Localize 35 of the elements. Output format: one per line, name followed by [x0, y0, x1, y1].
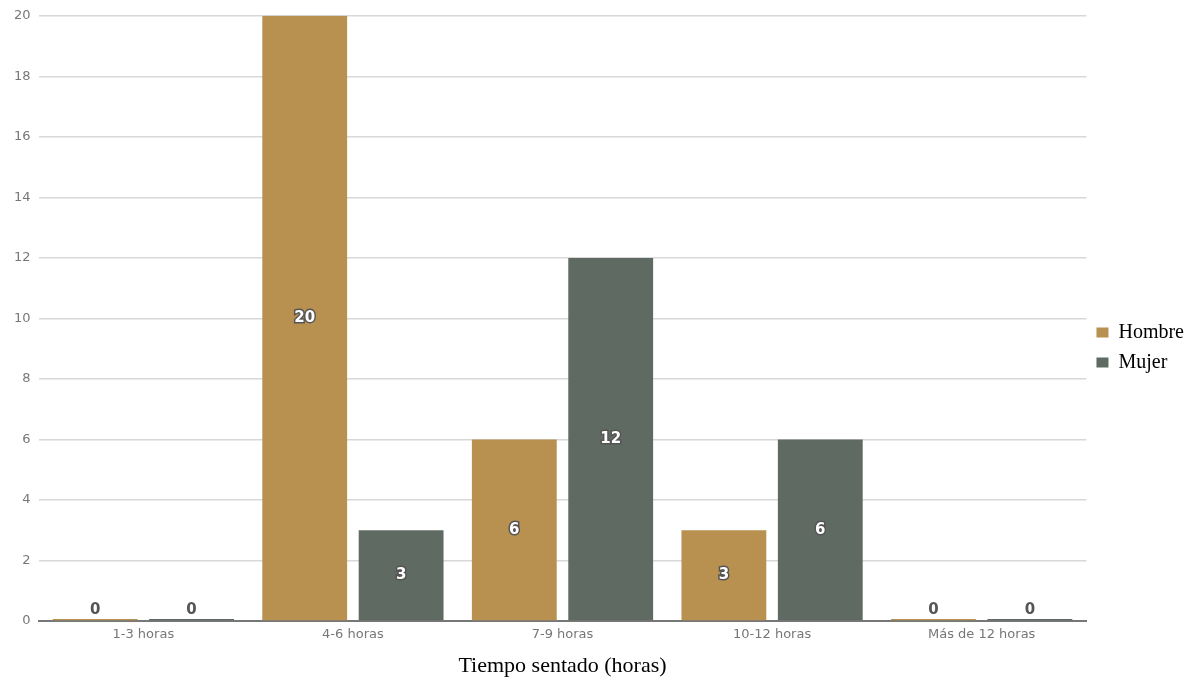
- x-axis-title: Tiempo sentado (horas): [458, 651, 667, 677]
- legend-label: Mujer: [1118, 349, 1168, 373]
- y-tick-label: 16: [14, 128, 31, 144]
- bar: [568, 257, 654, 621]
- y-tick-label: 12: [14, 249, 31, 265]
- x-tick-label: Más de 12 horas: [927, 626, 1036, 642]
- data-label: 6: [509, 519, 520, 538]
- data-label: 20: [294, 307, 316, 326]
- bar: [358, 530, 444, 621]
- data-label: 0: [89, 600, 101, 619]
- y-tick-label: 18: [14, 67, 31, 83]
- y-tick-label: 6: [22, 430, 31, 446]
- y-tick-label: 2: [22, 551, 31, 567]
- bar: [262, 15, 348, 621]
- bar: [777, 439, 863, 621]
- data-label: 6: [815, 519, 826, 538]
- data-label: 3: [395, 565, 407, 584]
- data-label: 3: [718, 565, 730, 584]
- data-label: 0: [928, 600, 939, 619]
- x-tick-label: 10-12 horas: [732, 626, 812, 642]
- data-label: 12: [600, 428, 622, 447]
- x-tick-label: 4-6 horas: [322, 626, 384, 642]
- y-tick-label: 20: [14, 7, 31, 23]
- x-tick-label: 1-3 horas: [112, 626, 175, 642]
- y-tick-label: 14: [14, 188, 31, 204]
- y-tick-label: 8: [22, 370, 31, 386]
- y-tick-label: 10: [14, 309, 31, 325]
- bar: [471, 439, 557, 621]
- data-label: 0: [186, 600, 197, 619]
- data-label: 0: [1024, 600, 1036, 619]
- y-tick-label: 4: [22, 491, 31, 507]
- legend-label: Hombre: [1118, 319, 1185, 342]
- y-tick-label: 0: [22, 612, 31, 628]
- bar: [681, 530, 767, 621]
- x-tick-label: 7-9 horas: [531, 626, 594, 642]
